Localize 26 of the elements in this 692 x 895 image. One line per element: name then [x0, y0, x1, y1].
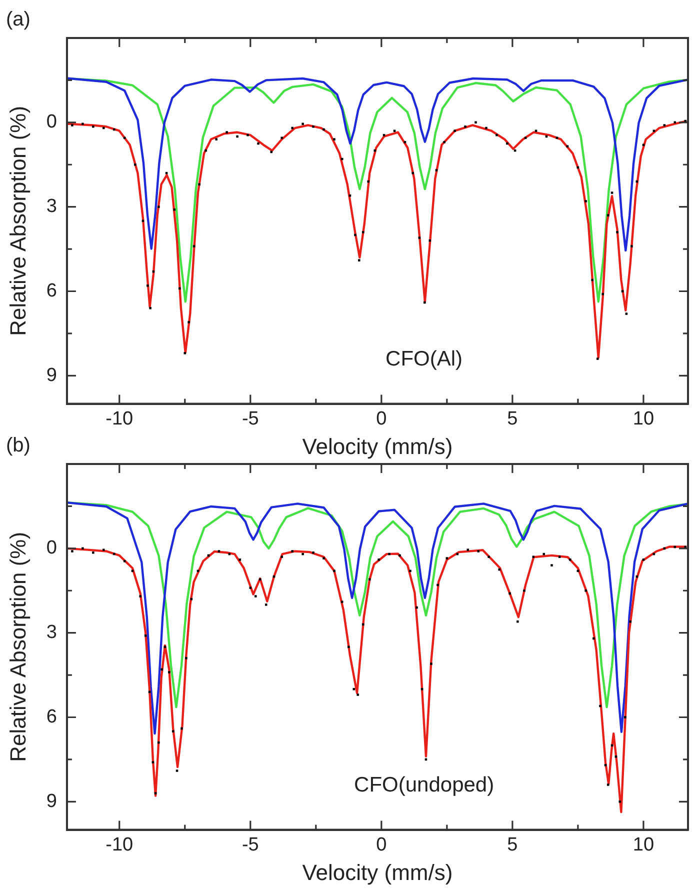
y-tick-label: 3 [46, 196, 57, 218]
y-tick-label: 6 [46, 706, 57, 728]
x-tick-label: -10 [106, 408, 134, 430]
x-tick-label: 0 [376, 408, 387, 430]
x-tick-label: 0 [376, 834, 387, 856]
x-tick-label: 10 [632, 834, 654, 856]
y-tick-label: 3 [46, 622, 57, 644]
x-tick-label: 5 [507, 834, 518, 856]
x-tick-label: 10 [632, 408, 654, 430]
x-tick-label: -5 [242, 408, 259, 430]
y-axis-title: Relative Absorption (%) [5, 106, 30, 336]
y-tick-label: 0 [46, 538, 57, 559]
y-axis-title: Relative Absorption (%) [5, 532, 30, 762]
x-axis-title: Velocity (mm/s) [302, 434, 453, 459]
chart-title: (b) [6, 434, 30, 457]
y-tick-label: 6 [46, 280, 57, 302]
y-tick-label: 9 [46, 790, 57, 812]
x-tick-label: -10 [106, 834, 134, 856]
y-tick-label: 9 [46, 364, 57, 386]
y-tick-label: 0 [46, 112, 57, 133]
annotation: CFO(Al) [386, 348, 463, 371]
x-tick-label: 5 [507, 408, 518, 430]
x-axis-title: Velocity (mm/s) [302, 860, 453, 885]
x-tick-label: -5 [242, 834, 259, 856]
chart-title: (a) [6, 8, 30, 31]
annotation: CFO(undoped) [354, 774, 494, 797]
